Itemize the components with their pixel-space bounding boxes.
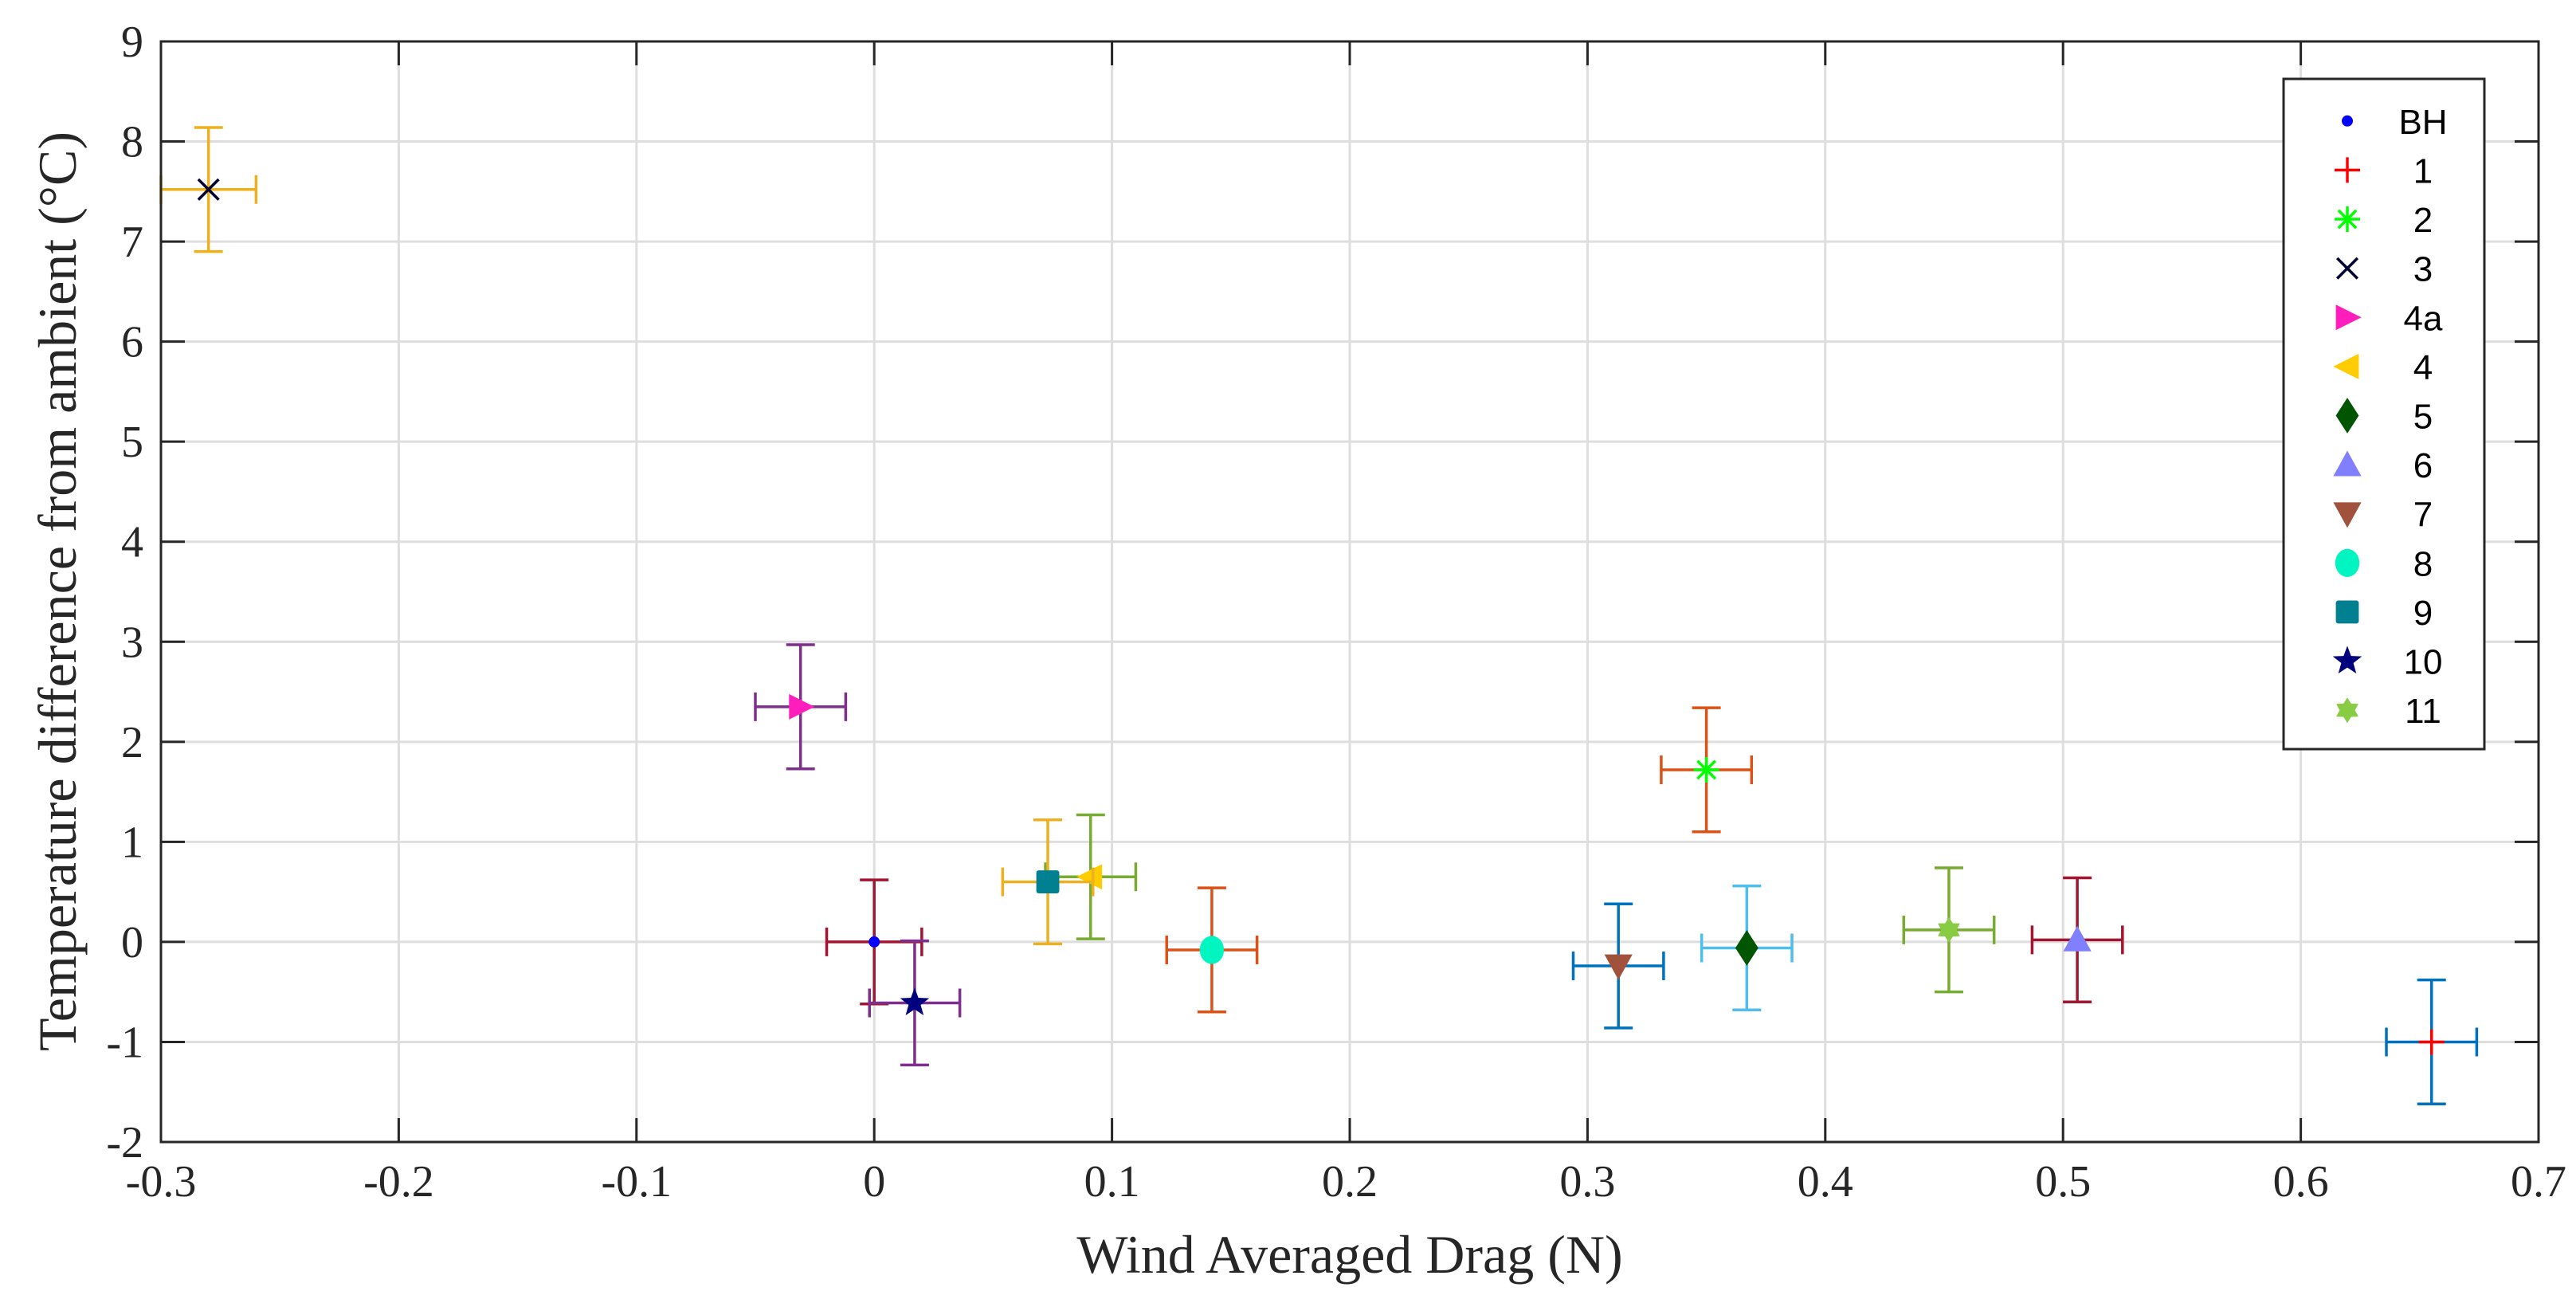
legend-label: 9 xyxy=(2413,594,2433,633)
marker-plus xyxy=(2335,157,2360,183)
x-tick-label: 0.7 xyxy=(2511,1157,2566,1207)
axis-ticks: -0.3 -0.2 -0.1 0 0.1 0.2 0.3 0.4 0.5 0.6 0.7 -2 -1 0 1… xyxy=(106,18,2566,1207)
x-tick-label: 0.2 xyxy=(1322,1157,1378,1207)
y-tick-label: 4 xyxy=(121,518,143,567)
legend-item-1: 1 xyxy=(2335,151,2433,190)
data-point-3 xyxy=(159,126,258,253)
legend-item-8: 8 xyxy=(2335,544,2433,583)
legend-label: 10 xyxy=(2404,643,2443,682)
legend-item-10: 10 xyxy=(2332,643,2443,682)
data-point-9 xyxy=(1001,818,1095,946)
marker-triangle-right xyxy=(789,693,815,720)
legend-label: 4 xyxy=(2413,348,2433,387)
data-point-4a xyxy=(754,643,848,771)
legend-label: 6 xyxy=(2413,446,2433,485)
legend: BH 1 2 3 4a 4 5 6 7 8 9 10 11 xyxy=(2282,77,2486,751)
x-tick-label: 0.5 xyxy=(2035,1157,2091,1207)
x-tick-label: -0.1 xyxy=(601,1157,672,1207)
marker-asterisk xyxy=(1693,756,1719,783)
x-tick-label: 0 xyxy=(863,1157,885,1207)
marker-triangle-left xyxy=(2333,353,2359,379)
marker-plus xyxy=(2418,1029,2445,1055)
y-tick-label: 1 xyxy=(121,818,143,867)
data-point-6 xyxy=(2030,876,2124,1003)
legend-label: 3 xyxy=(2413,250,2433,289)
x-axis-label: Wind Averaged Drag (N) xyxy=(1076,1224,1622,1285)
marker-x xyxy=(197,178,220,201)
data-point-11 xyxy=(1902,866,1996,994)
x-tick-label: 0.6 xyxy=(2273,1157,2329,1207)
legend-label: BH xyxy=(2398,103,2447,142)
legend-label: 5 xyxy=(2413,398,2433,437)
legend-label: 4a xyxy=(2404,299,2443,338)
legend-label: 1 xyxy=(2413,151,2433,190)
marker-hexagram xyxy=(1938,916,1960,943)
marker-hexagram xyxy=(2336,697,2358,724)
y-tick-label: -1 xyxy=(106,1018,143,1067)
x-tick-label: -0.3 xyxy=(126,1157,197,1207)
data-point-7 xyxy=(1571,902,1665,1030)
marker-dot xyxy=(868,936,880,948)
x-tick-label: 0.4 xyxy=(1798,1157,1853,1207)
y-tick-label: 6 xyxy=(121,318,143,367)
marker-pentagram xyxy=(900,987,930,1015)
marker-dot xyxy=(2342,115,2353,127)
marker-triangle-down xyxy=(2333,502,2362,528)
y-tick-label: 8 xyxy=(121,118,143,167)
y-axis-label: Temperature difference from ambient (°C) xyxy=(27,131,88,1051)
legend-item-6: 6 xyxy=(2333,446,2433,485)
marker-diamond xyxy=(1735,930,1759,966)
marker-triangle-left xyxy=(1076,864,1103,890)
x-tick-label: -0.2 xyxy=(363,1157,434,1207)
legend-label: 8 xyxy=(2413,544,2433,583)
marker-square xyxy=(2335,600,2359,624)
x-tick-label: 0.1 xyxy=(1084,1157,1140,1207)
marker-triangle-up xyxy=(2333,450,2362,477)
legend-item-2: 2 xyxy=(2335,201,2433,240)
marker-x xyxy=(2335,257,2359,280)
y-tick-label: 0 xyxy=(121,918,143,967)
data-point-8 xyxy=(1165,886,1259,1014)
grid-lines xyxy=(159,40,2540,1144)
legend-label: 11 xyxy=(2405,692,2441,731)
data-point-5 xyxy=(1700,884,1794,1012)
marker-pentagram xyxy=(2332,646,2362,674)
data-point-1 xyxy=(2385,978,2479,1106)
data-points xyxy=(159,126,2479,1106)
marker-triangle-right xyxy=(2335,304,2362,331)
data-point-10 xyxy=(868,939,962,1067)
legend-item-3: 3 xyxy=(2335,250,2433,289)
x-tick-label: 0.3 xyxy=(1559,1157,1615,1207)
legend-item-4a: 4a xyxy=(2335,299,2443,338)
legend-item-9: 9 xyxy=(2335,594,2433,633)
legend-item-BH: BH xyxy=(2342,103,2448,142)
data-point-2 xyxy=(1660,706,1754,834)
legend-item-5: 5 xyxy=(2335,398,2433,437)
y-tick-label: -2 xyxy=(106,1118,143,1168)
marker-asterisk xyxy=(2335,206,2360,233)
y-tick-label: 9 xyxy=(121,18,143,67)
y-tick-label: 7 xyxy=(121,218,143,267)
y-tick-label: 2 xyxy=(121,718,143,767)
marker-diamond xyxy=(2335,398,2359,434)
legend-item-4: 4 xyxy=(2333,348,2433,387)
y-tick-label: 3 xyxy=(121,618,143,667)
legend-label: 7 xyxy=(2413,496,2433,535)
marker-circle xyxy=(1199,936,1225,964)
y-tick-label: 5 xyxy=(121,418,143,467)
marker-square xyxy=(1036,870,1060,893)
marker-triangle-up xyxy=(2063,925,2092,952)
legend-box xyxy=(2282,77,2486,751)
legend-label: 2 xyxy=(2413,201,2433,240)
data-point-BH xyxy=(825,878,923,1006)
marker-circle xyxy=(2335,548,2360,577)
legend-item-7: 7 xyxy=(2333,496,2433,535)
marker-triangle-down xyxy=(1604,954,1633,980)
legend-item-11: 11 xyxy=(2336,692,2441,731)
